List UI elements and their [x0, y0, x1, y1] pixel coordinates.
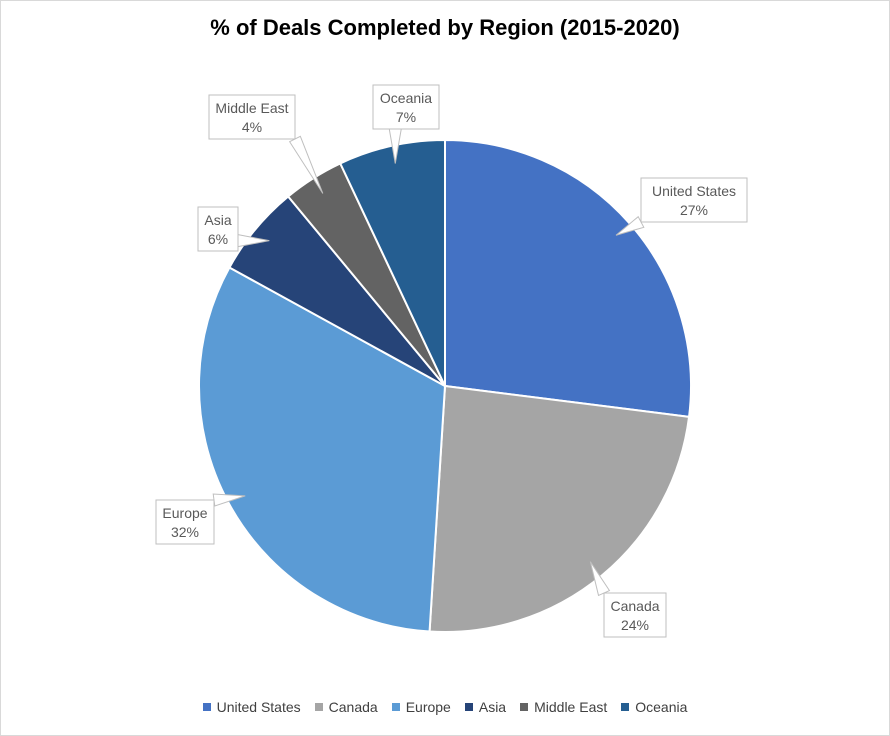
data-label-category: Europe	[162, 505, 207, 521]
legend-item-asia: Asia	[464, 699, 507, 715]
legend-item-canada: Canada	[314, 699, 378, 715]
legend-label: United States	[216, 699, 301, 715]
callout-box	[372, 84, 440, 130]
callout-europe: Europe 32%	[155, 493, 246, 545]
legend-swatch	[314, 703, 323, 711]
data-label-value: 32%	[171, 524, 199, 540]
data-label-value: 27%	[680, 202, 708, 218]
data-label-category: United States	[652, 183, 736, 199]
legend-item-oceania: Oceania	[621, 699, 687, 715]
pie-slice-oceania	[338, 138, 446, 387]
legend-swatch	[202, 703, 211, 711]
legend-label: Oceania	[635, 699, 688, 715]
data-label-value: 24%	[621, 617, 649, 633]
legend-item-middle-east: Middle East	[520, 699, 607, 715]
callout-box	[197, 206, 239, 252]
callout-box	[640, 177, 748, 223]
legend-label: Europe	[405, 699, 451, 715]
chart-title: % of Deals Completed by Region (2015-202…	[210, 15, 680, 40]
data-label-value: 6%	[208, 231, 228, 247]
callout-middle-east: Middle East 4%	[208, 94, 324, 194]
callout-canada: Canada 24%	[589, 561, 667, 638]
data-label-category: Canada	[610, 598, 659, 614]
callout-box	[603, 592, 667, 638]
legend-swatch	[464, 703, 473, 711]
callout-box	[155, 499, 215, 545]
legend-swatch	[391, 703, 400, 711]
callout-oceania: Oceania 7%	[372, 84, 440, 164]
legend-swatch	[621, 703, 630, 711]
callout-box	[208, 94, 296, 140]
callout-asia: Asia 6%	[197, 206, 270, 252]
legend-item-europe: Europe	[391, 699, 451, 715]
legend-label: Middle East	[534, 699, 608, 715]
callout-united-states: United States 27%	[615, 177, 748, 236]
legend-label: Asia	[478, 699, 507, 715]
data-label-category: Asia	[204, 212, 231, 228]
legend-swatch	[520, 703, 529, 711]
pie-slice-canada	[428, 384, 691, 633]
pie-slice-europe	[198, 266, 447, 633]
legend-item-united-states: United States	[202, 699, 301, 715]
data-label-value: 4%	[242, 119, 262, 135]
data-label-category: Middle East	[215, 100, 288, 116]
data-label-value: 7%	[396, 109, 416, 125]
legend-label: Canada	[328, 699, 378, 715]
legend: United States Canada Europe Asia Middle East…	[1, 699, 889, 715]
data-label-category: Oceania	[380, 90, 432, 106]
